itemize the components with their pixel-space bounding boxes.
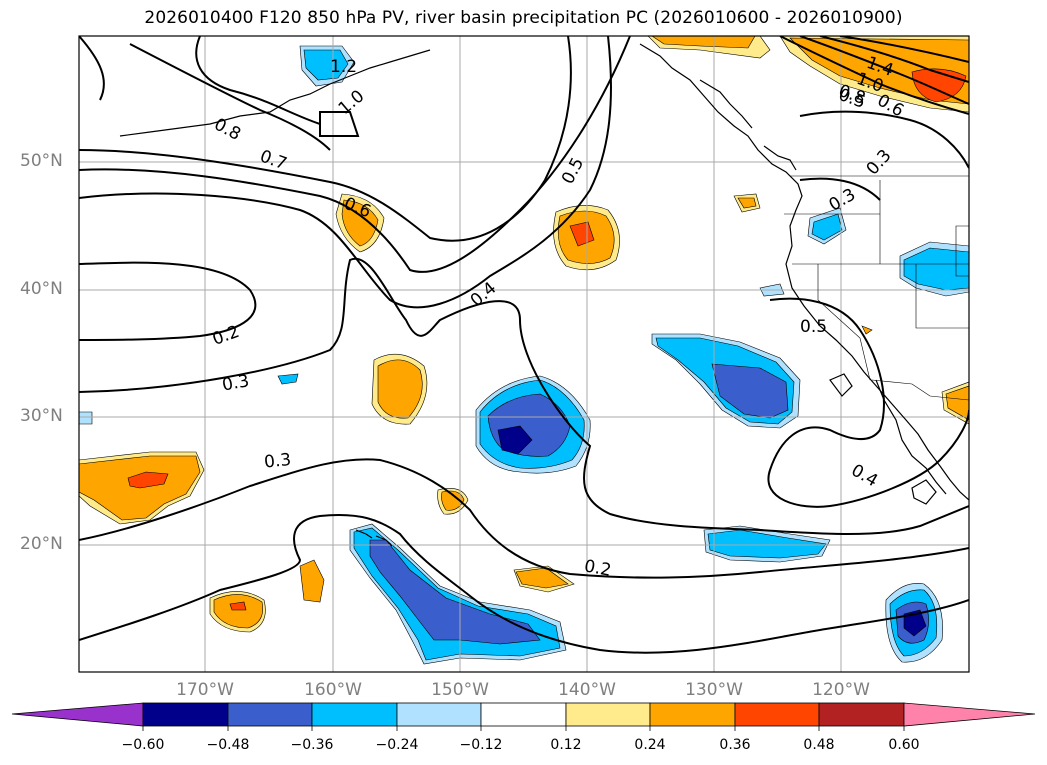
coastlines bbox=[119, 43, 969, 547]
map-panel: 1.2 1.0 0.8 0.7 0.6 0.5 0.4 0.3 0.2 0.3 … bbox=[79, 36, 969, 672]
lon-label: 120°W bbox=[812, 680, 870, 700]
colorbar-bin bbox=[565, 702, 651, 727]
colorbar-bin bbox=[734, 702, 820, 727]
colorbar-tick-label: 0.60 bbox=[888, 737, 920, 753]
colorbar-extend-high bbox=[903, 702, 1036, 727]
contour-label: 0.2 bbox=[583, 556, 613, 580]
lon-label: 170°W bbox=[176, 680, 234, 700]
map-border bbox=[78, 35, 970, 673]
lat-label: 40°N bbox=[20, 279, 63, 299]
contour-label: 0.3 bbox=[263, 450, 292, 473]
contour-label: 1.2 bbox=[330, 57, 357, 77]
colorbar-tick-label: −0.48 bbox=[206, 737, 250, 753]
contour-label: 0.3 bbox=[221, 371, 251, 395]
colorbar-bin bbox=[142, 702, 229, 727]
colorbar bbox=[11, 702, 1036, 731]
state-borders bbox=[784, 175, 969, 401]
colorbar-bin bbox=[311, 702, 398, 727]
lon-label: 160°W bbox=[304, 680, 362, 700]
colorbar-extend-low bbox=[11, 702, 144, 727]
colorbar-tick-label: 0.36 bbox=[719, 737, 751, 753]
colorbar-bin bbox=[649, 702, 736, 727]
lat-label: 20°N bbox=[20, 534, 63, 554]
colorbar-bin bbox=[818, 702, 905, 727]
lon-label: 150°W bbox=[431, 680, 489, 700]
colorbar-tick-label: 0.12 bbox=[550, 737, 582, 753]
colorbar-bin bbox=[480, 702, 567, 727]
colorbar-tick-label: −0.60 bbox=[121, 737, 165, 753]
pv-contours bbox=[79, 36, 969, 654]
colorbar-tick-label: −0.12 bbox=[459, 737, 503, 753]
gridlines bbox=[79, 36, 969, 672]
colorbar-bin bbox=[396, 702, 482, 727]
negative-precip-areas bbox=[79, 45, 969, 665]
colorbar-tick-label: −0.24 bbox=[375, 737, 419, 753]
positive-precip-areas bbox=[79, 36, 969, 633]
map-title: 2026010400 F120 850 hPa PV, river basin … bbox=[144, 8, 903, 28]
colorbar-tick-label: 0.24 bbox=[634, 737, 666, 753]
contour-label: 0.5 bbox=[800, 317, 827, 337]
lat-label: 30°N bbox=[20, 406, 63, 426]
colorbar-bin bbox=[227, 702, 313, 727]
colorbar-tick-label: 0.48 bbox=[803, 737, 835, 753]
colorbar-tick-label: −0.36 bbox=[290, 737, 334, 753]
lon-label: 140°W bbox=[558, 680, 616, 700]
lon-label: 130°W bbox=[685, 680, 743, 700]
lat-label: 50°N bbox=[20, 151, 63, 171]
